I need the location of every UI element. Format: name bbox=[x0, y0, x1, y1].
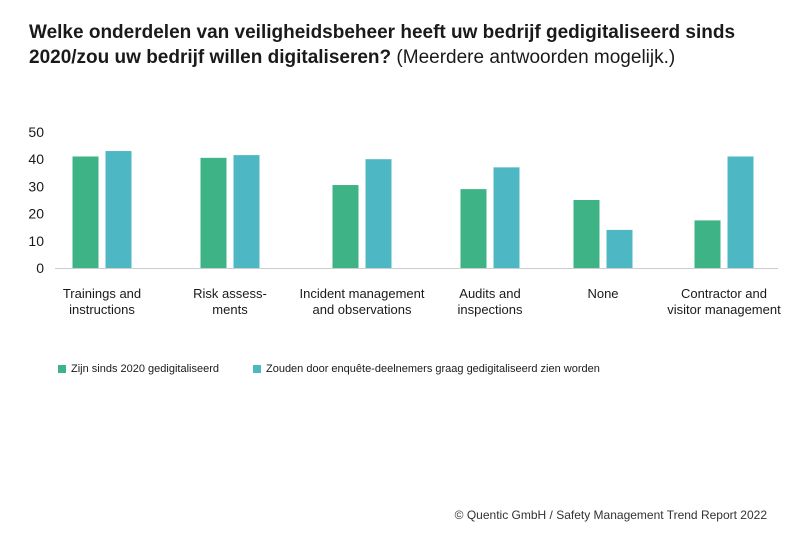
x-tick-label-line: Trainings and bbox=[63, 286, 141, 301]
x-tick-label: Trainings and instructions bbox=[63, 286, 141, 317]
x-tick-label-line: visitor management bbox=[667, 302, 781, 317]
x-tick-label-line: inspections bbox=[457, 302, 523, 317]
x-tick-label: Risk assess-ments bbox=[193, 286, 267, 317]
y-tick-label: 30 bbox=[28, 178, 44, 194]
bar-series-2-1 bbox=[233, 155, 260, 268]
x-tick-label-line: Risk assess- bbox=[193, 286, 267, 301]
legend-swatch-green bbox=[58, 365, 66, 373]
x-tick-label-line: ments bbox=[212, 302, 248, 317]
legend-item-series-1: Zijn sinds 2020 gedigitaliseerd bbox=[58, 363, 219, 375]
legend-label-series-1: Zijn sinds 2020 gedigitaliseerd bbox=[71, 363, 219, 375]
x-tick-label-line: Audits and bbox=[459, 286, 520, 301]
legend-item-series-2: Zouden door enquête-deelnemers graag ged… bbox=[252, 363, 600, 375]
x-tick-label: None bbox=[587, 286, 618, 301]
x-tick-label-line: Incident management bbox=[299, 286, 424, 301]
bar-chart: 0 10 20 30 40 50 Trainings and instructions Risk… bbox=[28, 124, 781, 317]
chart-title-note: (Meerdere antwoorden mogelijk.) bbox=[396, 47, 676, 68]
legend-label-series-2: Zouden door enquête-deelnemers graag ged… bbox=[265, 363, 600, 375]
y-tick-label: 0 bbox=[36, 260, 44, 276]
bar-series-2-5 bbox=[727, 156, 754, 268]
chart-title: Welke onderdelen van veiligheidsbeheer h… bbox=[29, 20, 789, 70]
y-tick-label: 20 bbox=[28, 206, 44, 222]
x-tick-label-line: None bbox=[587, 286, 618, 301]
bar-series-2-3 bbox=[493, 167, 520, 268]
source-credit: © Quentic GmbH / Safety Management Trend… bbox=[454, 508, 767, 522]
bar-series-2-4 bbox=[606, 229, 633, 268]
chart-title-main: Welke onderdelen van veiligheidsbeheer h… bbox=[29, 22, 736, 68]
y-tick-label: 10 bbox=[28, 233, 44, 249]
bar-series-1-3 bbox=[460, 189, 487, 268]
bar-series-2-2 bbox=[365, 159, 392, 268]
x-tick-label: Audits and inspections bbox=[457, 286, 523, 317]
legend: Zijn sinds 2020 gedigitaliseerd Zouden d… bbox=[58, 363, 634, 375]
bar-series-2-0 bbox=[105, 151, 132, 268]
x-tick-label-line: instructions bbox=[69, 302, 135, 317]
bar-series-1-0 bbox=[72, 156, 99, 268]
legend-swatch-teal bbox=[252, 365, 261, 373]
bar-series-1-2 bbox=[332, 185, 359, 268]
x-tick-label: Incident management and observations bbox=[299, 286, 424, 317]
y-tick-label: 50 bbox=[28, 124, 44, 140]
bar-series-1-5 bbox=[694, 220, 721, 268]
x-tick-label-line: and observations bbox=[312, 302, 412, 317]
bar-series-1-4 bbox=[573, 200, 600, 268]
y-tick-label: 40 bbox=[28, 151, 44, 167]
bar-series-1-1 bbox=[200, 157, 227, 268]
x-tick-label: Contractor and visitor management bbox=[667, 286, 781, 317]
x-tick-label-line: Contractor and bbox=[681, 286, 767, 301]
